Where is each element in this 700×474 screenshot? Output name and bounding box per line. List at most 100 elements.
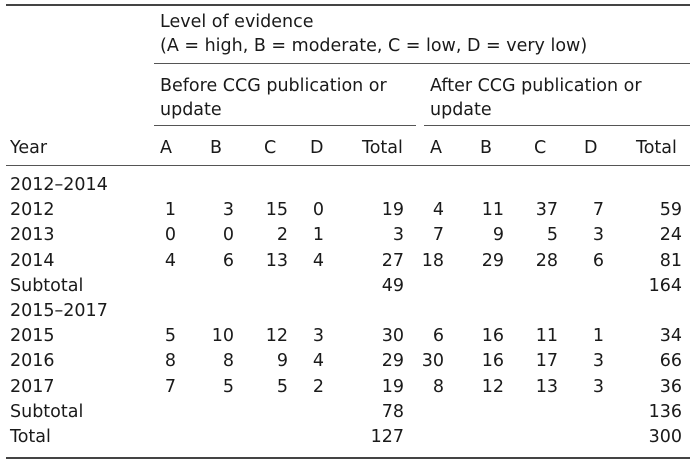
after-heading-line2: update <box>430 100 492 120</box>
before-heading-line2: update <box>160 100 222 120</box>
after-cell: 3 <box>592 377 604 397</box>
after-cell: 3 <box>592 225 604 245</box>
subtotal-row-label: Subtotal <box>10 276 84 296</box>
before-cell: 30 <box>381 326 404 346</box>
before-cell: 19 <box>381 377 404 397</box>
before-cell: 0 <box>312 200 324 220</box>
after-cell: 6 <box>592 251 604 271</box>
subtotal-row-label: Total <box>10 427 51 447</box>
after-cell: 1 <box>592 326 604 346</box>
col-header-before-d: D <box>310 138 324 158</box>
after-cell: 5 <box>546 225 558 245</box>
before-cell: 10 <box>211 326 234 346</box>
after-cell: 4 <box>432 200 444 220</box>
before-cell: 0 <box>222 225 234 245</box>
col-header-after-c: C <box>534 138 547 158</box>
after-cell: 7 <box>592 200 604 220</box>
after-total-cell: 300 <box>648 427 682 447</box>
after-cell: 66 <box>659 351 682 371</box>
after-cell: 16 <box>481 351 504 371</box>
before-cell: 2 <box>276 225 288 245</box>
header-bottom-rule <box>6 165 690 166</box>
after-cell: 29 <box>481 251 504 271</box>
after-cell: 3 <box>592 351 604 371</box>
before-cell: 19 <box>381 200 404 220</box>
after-cell: 34 <box>659 326 682 346</box>
before-cell: 3 <box>392 225 404 245</box>
before-cell: 2 <box>312 377 324 397</box>
after-cell: 30 <box>421 351 444 371</box>
group-row-label: 2015–2017 <box>10 301 108 321</box>
after-cell: 13 <box>535 377 558 397</box>
before-cell: 1 <box>312 225 324 245</box>
col-header-before-c: C <box>264 138 277 158</box>
level-title: Level of evidence <box>160 12 314 32</box>
after-cell: 18 <box>421 251 444 271</box>
after-cell: 7 <box>432 225 444 245</box>
before-heading-line1: Before CCG publication or <box>160 76 387 96</box>
after-cell: 37 <box>535 200 558 220</box>
before-cell: 12 <box>265 326 288 346</box>
after-heading-line1: After CCG publication or <box>430 76 642 96</box>
before-cell: 13 <box>265 251 288 271</box>
before-cell: 4 <box>312 251 324 271</box>
before-cell: 4 <box>312 351 324 371</box>
before-cell: 5 <box>164 326 176 346</box>
before-total-cell: 78 <box>381 402 404 422</box>
after-cell: 8 <box>432 377 444 397</box>
before-cell: 6 <box>222 251 234 271</box>
level-rule <box>154 63 690 64</box>
col-header-before-a: A <box>160 138 172 158</box>
level-subtitle: (A = high, B = moderate, C = low, D = ve… <box>160 36 588 56</box>
after-cell: 81 <box>659 251 682 271</box>
before-cell: 1 <box>164 200 176 220</box>
after-cell: 11 <box>535 326 558 346</box>
after-total-cell: 136 <box>648 402 682 422</box>
before-cell: 5 <box>222 377 234 397</box>
bottom-rule <box>6 457 690 459</box>
table-row-label: 2012 <box>10 200 55 220</box>
table-row-label: 2014 <box>10 251 55 271</box>
after-cell: 6 <box>432 326 444 346</box>
before-cell: 8 <box>164 351 176 371</box>
after-cell: 11 <box>481 200 504 220</box>
after-cell: 28 <box>535 251 558 271</box>
table-row-label: 2016 <box>10 351 55 371</box>
before-cell: 15 <box>265 200 288 220</box>
year-column-header: Year <box>10 138 48 158</box>
before-total-cell: 49 <box>381 276 404 296</box>
col-header-after-total: Total <box>636 138 677 158</box>
before-rule <box>154 125 416 126</box>
before-cell: 4 <box>164 251 176 271</box>
before-cell: 27 <box>381 251 404 271</box>
col-header-after-d: D <box>584 138 598 158</box>
before-cell: 9 <box>276 351 288 371</box>
before-cell: 8 <box>222 351 234 371</box>
after-cell: 36 <box>659 377 682 397</box>
after-total-cell: 164 <box>648 276 682 296</box>
after-cell: 17 <box>535 351 558 371</box>
after-rule <box>424 125 690 126</box>
before-cell: 7 <box>164 377 176 397</box>
col-header-after-b: B <box>480 138 493 158</box>
table-row-label: 2013 <box>10 225 55 245</box>
table-row-label: 2017 <box>10 377 55 397</box>
top-rule <box>6 4 690 6</box>
table-row-label: 2015 <box>10 326 55 346</box>
before-total-cell: 127 <box>370 427 404 447</box>
after-cell: 24 <box>659 225 682 245</box>
before-cell: 3 <box>312 326 324 346</box>
col-header-after-a: A <box>430 138 442 158</box>
before-cell: 0 <box>164 225 176 245</box>
after-cell: 59 <box>659 200 682 220</box>
subtotal-row-label: Subtotal <box>10 402 84 422</box>
after-cell: 9 <box>492 225 504 245</box>
after-cell: 16 <box>481 326 504 346</box>
after-cell: 12 <box>481 377 504 397</box>
before-cell: 29 <box>381 351 404 371</box>
before-cell: 5 <box>276 377 288 397</box>
col-header-before-b: B <box>210 138 223 158</box>
before-cell: 3 <box>222 200 234 220</box>
group-row-label: 2012–2014 <box>10 175 108 195</box>
col-header-before-total: Total <box>362 138 403 158</box>
